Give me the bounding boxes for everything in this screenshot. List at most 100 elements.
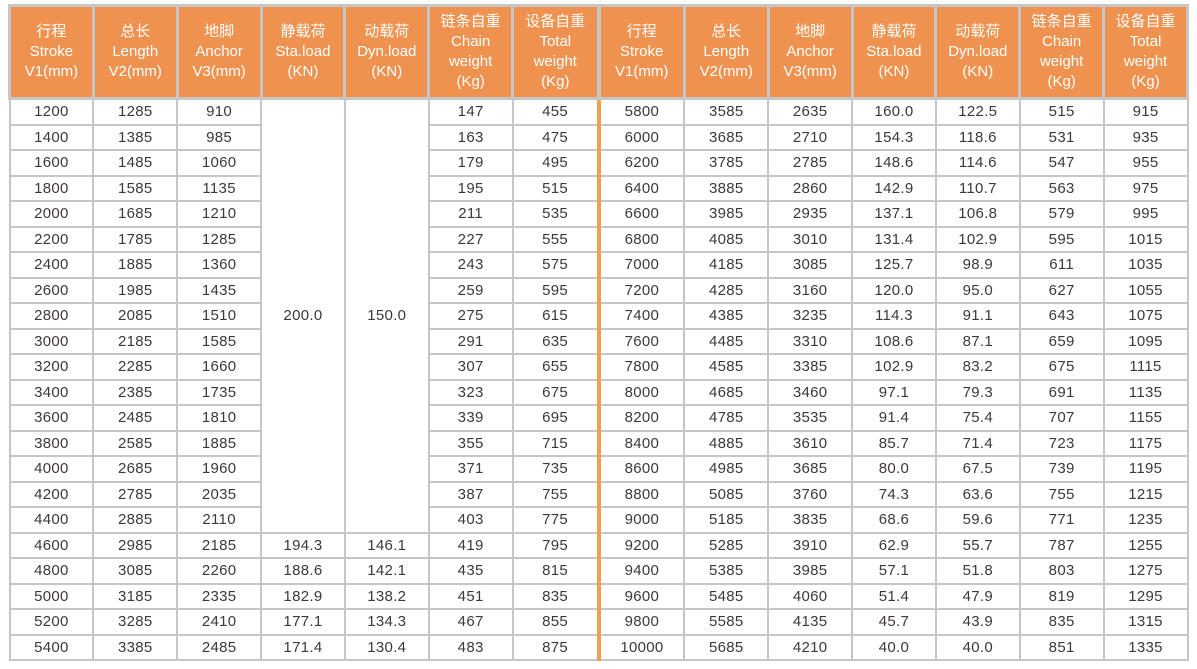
merged-static-load-cell: 200.0 (260, 97, 346, 534)
table-cell: 595 (1018, 225, 1105, 253)
table-cell: 3285 (92, 608, 179, 636)
table-cell: 371 (427, 455, 514, 483)
table-cell: 57.1 (851, 557, 937, 585)
table-cell: 875 (511, 633, 597, 661)
table-cell: 171.4 (260, 633, 346, 661)
table-cell: 4000 (8, 455, 95, 483)
table-cell: 137.1 (851, 200, 937, 228)
table-cell: 2485 (176, 633, 263, 661)
table-cell: 7200 (600, 276, 686, 304)
header-cell-static-load: 静载荷 Sta.load (KN) (259, 4, 347, 100)
table-cell: 5685 (683, 633, 770, 661)
table-cell: 7000 (600, 251, 686, 279)
table-cell: 483 (427, 633, 514, 661)
table-cell: 106.8 (934, 200, 1021, 228)
table-cell: 910 (176, 97, 263, 126)
table-cell: 803 (1018, 557, 1105, 585)
table-cell: 1135 (1102, 378, 1189, 406)
table-cell: 5185 (683, 506, 770, 534)
table-cell: 2860 (767, 174, 854, 202)
table-cell: 1295 (1102, 582, 1189, 610)
header-line: Total (1129, 33, 1162, 51)
table-cell: 177.1 (260, 608, 346, 636)
header-line: Sta.load (866, 43, 922, 61)
table-row: 5800 3585 2635 160.0 122.5 515 915 (600, 97, 1189, 126)
table-cell: 1785 (92, 225, 179, 253)
table-cell: 739 (1018, 455, 1105, 483)
table-cell: 6800 (600, 225, 686, 253)
table-cell: 6000 (600, 123, 686, 151)
table-cell: 195 (427, 174, 514, 202)
table-cell: 3085 (767, 251, 854, 279)
table-cell: 515 (511, 174, 597, 202)
table-cell: 8600 (600, 455, 686, 483)
table-cell: 1435 (176, 276, 263, 304)
table-cell: 5385 (683, 557, 770, 585)
table-cell: 955 (1102, 149, 1189, 177)
table-cell: 615 (511, 302, 597, 330)
table-cell: 4885 (683, 429, 770, 457)
table-cell: 2985 (92, 531, 179, 559)
table-cell: 1115 (1102, 353, 1189, 381)
table-row: 6200 3785 2785 148.6 114.6 547 955 (600, 149, 1189, 177)
table-cell: 323 (427, 378, 514, 406)
table-row: 4800 3085 2260 188.6 142.1 435 815 (8, 557, 597, 585)
table-cell: 125.7 (851, 251, 937, 279)
table-cell: 1200 (8, 97, 95, 126)
table-cell: 1255 (1102, 531, 1189, 559)
table-cell: 1285 (176, 225, 263, 253)
table-cell: 403 (427, 506, 514, 534)
table-row: 7600 4485 3310 108.6 87.1 659 1095 (600, 327, 1189, 355)
table-cell: 935 (1102, 123, 1189, 151)
spec-table-left: 行程 Stroke V1(mm) 总长 Length V2(mm) 地脚 Anchor V3(m… (8, 4, 597, 661)
table-cell: 675 (511, 378, 597, 406)
table-cell: 2400 (8, 251, 95, 279)
table-cell: 120.0 (851, 276, 937, 304)
table-cell: 2385 (92, 378, 179, 406)
table-cell: 419 (427, 531, 514, 559)
table-cell: 10000 (600, 633, 686, 661)
header-line: weight (448, 53, 493, 70)
table-cell: 1235 (1102, 506, 1189, 534)
table-cell: 795 (511, 531, 597, 559)
table-cell: 3835 (767, 506, 854, 534)
table-cell: 142.9 (851, 174, 937, 202)
table-cell: 3460 (767, 378, 854, 406)
table-cell: 3610 (767, 429, 854, 457)
spec-table-right-body: 5800 3585 2635 160.0 122.5 515 915 6000 3685 2710… (600, 97, 1189, 661)
table-cell: 2600 (8, 276, 95, 304)
table-cell: 467 (427, 608, 514, 636)
table-cell: 4985 (683, 455, 770, 483)
table-cell: 71.4 (934, 429, 1021, 457)
table-cell: 4485 (683, 327, 770, 355)
table-cell: 98.9 (934, 251, 1021, 279)
table-cell: 975 (1102, 174, 1189, 202)
table-cell: 1210 (176, 200, 263, 228)
table-cell: 1810 (176, 404, 263, 432)
header-cell-stroke: 行程 Stroke V1(mm) (8, 4, 95, 100)
header-cell-total-weight: 设备自重 Total weight (Kg) (511, 4, 597, 100)
header-line: 总长 (711, 23, 742, 41)
table-cell: 6400 (600, 174, 686, 202)
table-cell: 79.3 (934, 378, 1021, 406)
table-cell: 7600 (600, 327, 686, 355)
table-cell: 142.1 (343, 557, 430, 585)
table-cell: 243 (427, 251, 514, 279)
table-cell: 3600 (8, 404, 95, 432)
table-cell: 855 (511, 608, 597, 636)
header-line: (KN) (371, 62, 403, 80)
header-line: Dyn.load (948, 43, 1008, 61)
header-cell-stroke: 行程 Stroke V1(mm) (600, 4, 686, 100)
table-cell: 1585 (176, 327, 263, 355)
table-cell: 2935 (767, 200, 854, 228)
table-cell: 148.6 (851, 149, 937, 177)
table-row: 6400 3885 2860 142.9 110.7 563 975 (600, 174, 1189, 202)
table-cell: 2585 (92, 429, 179, 457)
table-cell: 3685 (683, 123, 770, 151)
table-cell: 3785 (683, 149, 770, 177)
header-line: V3(mm) (192, 62, 246, 80)
table-row: 7200 4285 3160 120.0 95.0 627 1055 (600, 276, 1189, 304)
header-cell-anchor: 地脚 Anchor V3(mm) (766, 4, 854, 100)
table-cell: 1095 (1102, 327, 1189, 355)
table-cell: 4785 (683, 404, 770, 432)
